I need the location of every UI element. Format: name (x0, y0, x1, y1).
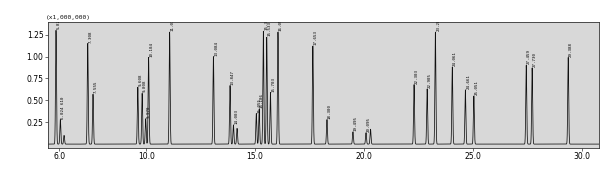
Text: 11.071: 11.071 (171, 16, 174, 31)
Text: 13.847: 13.847 (231, 70, 235, 85)
Text: 22.905: 22.905 (428, 73, 432, 88)
Text: 27.730: 27.730 (533, 52, 537, 67)
Text: 7.308: 7.308 (88, 30, 93, 43)
Text: 15.055: 15.055 (257, 98, 261, 113)
Text: 7.555: 7.555 (94, 81, 98, 93)
Text: 9.808: 9.808 (143, 80, 147, 93)
Text: 15.703: 15.703 (271, 77, 275, 92)
Text: 6.024 610: 6.024 610 (61, 96, 65, 119)
Text: 22.303: 22.303 (415, 69, 419, 84)
Text: 14.003: 14.003 (234, 109, 238, 124)
Text: 19.495: 19.495 (354, 116, 358, 131)
Text: 25.051: 25.051 (475, 80, 479, 95)
Text: 29.388: 29.388 (569, 42, 573, 57)
Text: 9.970: 9.970 (146, 105, 151, 118)
Text: 16.050: 16.050 (279, 16, 283, 31)
Text: 24.061: 24.061 (453, 51, 457, 66)
Text: 5.823: 5.823 (57, 17, 61, 30)
Text: 27.459: 27.459 (527, 50, 531, 64)
Text: 23.284: 23.284 (436, 16, 440, 31)
Text: 24.661: 24.661 (466, 74, 470, 89)
Text: 10.104: 10.104 (149, 42, 154, 57)
Text: 15.378: 15.378 (264, 15, 268, 30)
Text: 18.300: 18.300 (328, 104, 332, 119)
Text: 9.608: 9.608 (139, 74, 143, 86)
Text: 15.533: 15.533 (267, 21, 272, 37)
Text: 15.186: 15.186 (260, 93, 264, 108)
Text: 20.095: 20.095 (367, 117, 371, 132)
Text: (x1,000,000): (x1,000,000) (45, 15, 91, 20)
Text: 17.653: 17.653 (314, 30, 318, 45)
Text: 13.084: 13.084 (214, 41, 218, 56)
